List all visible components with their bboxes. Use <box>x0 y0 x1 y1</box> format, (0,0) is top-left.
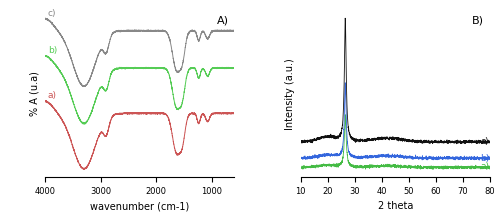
Text: b): b) <box>48 46 57 55</box>
Text: a): a) <box>48 91 57 101</box>
X-axis label: wavenumber (cm-1): wavenumber (cm-1) <box>90 201 190 211</box>
Text: c): c) <box>48 9 56 18</box>
Y-axis label: Intensity (a.u.): Intensity (a.u.) <box>285 58 295 130</box>
Text: B): B) <box>472 16 484 26</box>
Text: A): A) <box>216 16 228 26</box>
X-axis label: 2 theta: 2 theta <box>378 201 413 211</box>
Text: b): b) <box>480 154 490 163</box>
Text: c): c) <box>480 137 489 146</box>
Text: a): a) <box>480 162 490 171</box>
Y-axis label: % A (u.a): % A (u.a) <box>30 71 40 116</box>
